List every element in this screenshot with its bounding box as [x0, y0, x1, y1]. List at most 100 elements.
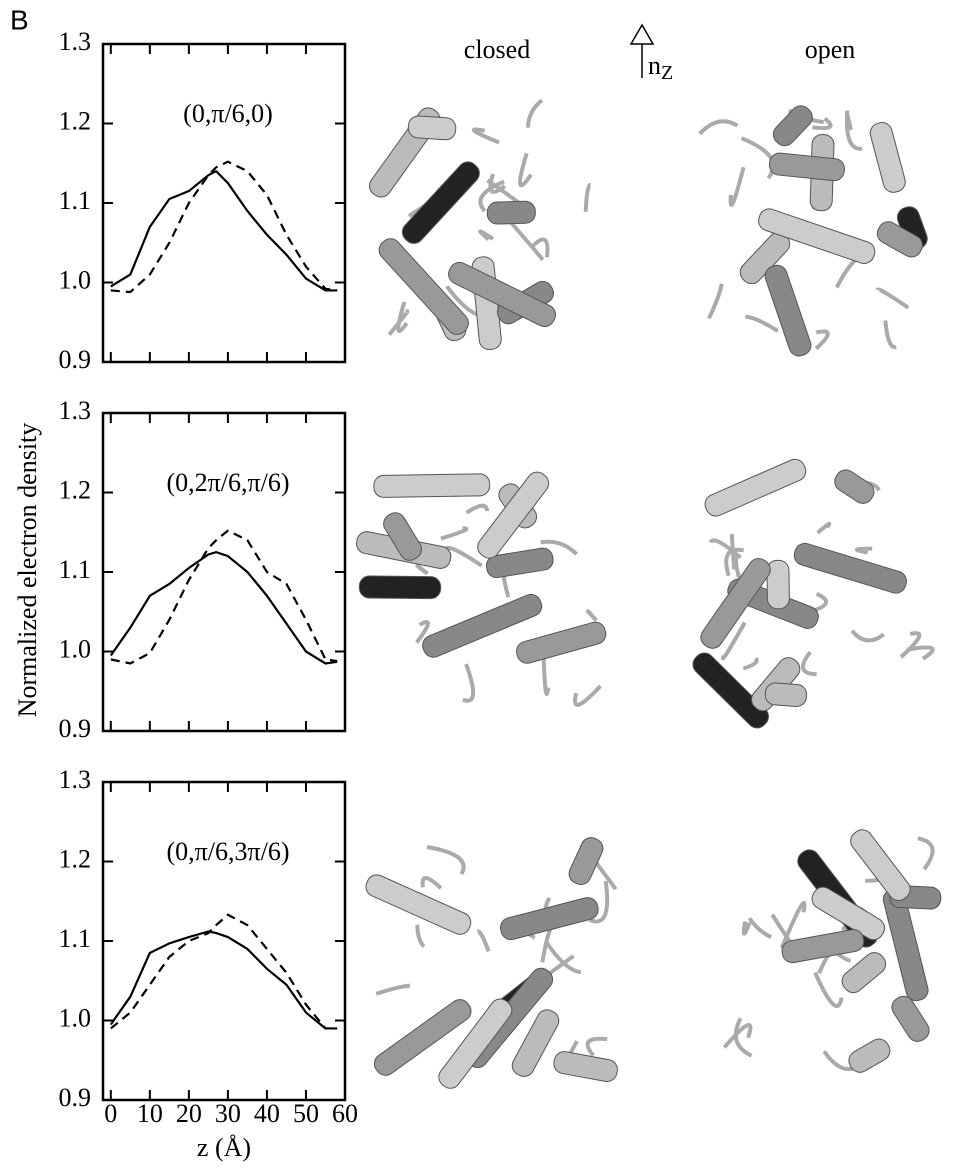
coil [531, 237, 550, 258]
coil [745, 314, 779, 333]
helix [848, 1038, 891, 1073]
y-tick-label: 0.9 [59, 345, 92, 374]
helix [781, 929, 865, 964]
coil [747, 917, 773, 940]
coil [540, 539, 578, 556]
column-title: open [805, 35, 856, 64]
coil [734, 554, 742, 579]
helix [876, 221, 923, 258]
x-axis-label: z (Å) [197, 1133, 251, 1162]
coil [387, 309, 410, 336]
coil [583, 182, 592, 212]
x-tick-label: 50 [293, 1099, 319, 1128]
data-line [109, 930, 338, 1030]
helix [486, 200, 536, 225]
helix [373, 999, 472, 1076]
x-tick-label: 0 [104, 1099, 117, 1128]
coil [707, 283, 724, 320]
annotation: (0,π/6,3π/6) [166, 837, 289, 866]
helix [758, 208, 876, 264]
coil [573, 684, 602, 707]
coil [462, 663, 476, 703]
helix [407, 115, 457, 141]
coil [585, 609, 598, 622]
helix [365, 874, 472, 935]
panel-label: B [10, 4, 29, 35]
coil [396, 301, 409, 333]
helix [511, 1009, 560, 1077]
helix [485, 547, 554, 579]
helix [768, 152, 845, 182]
coil [899, 631, 922, 659]
y-tick-label: 1.2 [59, 106, 92, 135]
x-tick-label: 40 [254, 1099, 280, 1128]
coil [850, 629, 886, 643]
coil [465, 503, 490, 515]
coil [720, 621, 747, 661]
helix [700, 558, 771, 649]
helix [383, 512, 422, 561]
x-tick-label: 60 [332, 1099, 358, 1128]
coil [471, 127, 500, 145]
data-line [109, 550, 338, 665]
annotation: (0,2π/6,π/6) [166, 468, 289, 497]
y-tick-label: 0.9 [59, 714, 92, 743]
y-tick-label: 1.0 [59, 634, 92, 663]
helix [499, 897, 599, 941]
helix [834, 469, 875, 504]
coil [729, 533, 737, 570]
y-tick-label: 1.2 [59, 844, 92, 873]
coil [526, 98, 544, 128]
coil [741, 921, 752, 936]
helix [764, 264, 812, 357]
coil [415, 924, 426, 948]
helix [869, 122, 906, 193]
helix [704, 458, 807, 517]
data-line [110, 913, 338, 1030]
axis-arrow: nZ [629, 23, 673, 84]
coil [844, 110, 863, 151]
coil [724, 547, 745, 577]
helix [568, 837, 604, 886]
coil [742, 656, 759, 671]
helix [401, 161, 480, 244]
y-tick-label: 1.3 [59, 765, 92, 794]
coil [698, 119, 739, 136]
coil [728, 166, 746, 207]
coil [854, 546, 873, 555]
plot-frame [101, 42, 347, 364]
helix [448, 261, 557, 328]
coil [420, 876, 443, 890]
helix [841, 952, 887, 994]
helix [438, 998, 513, 1089]
coil [875, 287, 910, 310]
coil [883, 320, 897, 349]
helix [764, 682, 808, 707]
x-tick-label: 30 [215, 1099, 241, 1128]
y-tick-label: 1.0 [59, 1003, 92, 1032]
arrow-label: nZ [648, 51, 673, 84]
helix [891, 995, 930, 1042]
coil [814, 329, 830, 351]
helix [378, 238, 469, 335]
coil [415, 620, 430, 644]
coil [426, 845, 466, 876]
arrow-label-sub: Z [661, 62, 673, 84]
helix [850, 829, 911, 902]
coil [478, 229, 495, 242]
y-tick-label: 1.0 [59, 265, 92, 294]
helix [516, 621, 607, 664]
helix [692, 652, 769, 729]
coil [588, 880, 610, 924]
y-tick-label: 0.9 [59, 1083, 92, 1112]
coil [906, 645, 935, 661]
coil [813, 971, 844, 1009]
y-axis-label: Normalized electron density [13, 423, 42, 718]
coil [722, 1022, 753, 1049]
coil [733, 1017, 753, 1058]
column-title: closed [464, 35, 530, 64]
annotation: (0,π/6,0) [183, 99, 273, 128]
y-tick-label: 1.1 [59, 924, 92, 953]
coil [708, 538, 741, 558]
coil [476, 929, 491, 953]
